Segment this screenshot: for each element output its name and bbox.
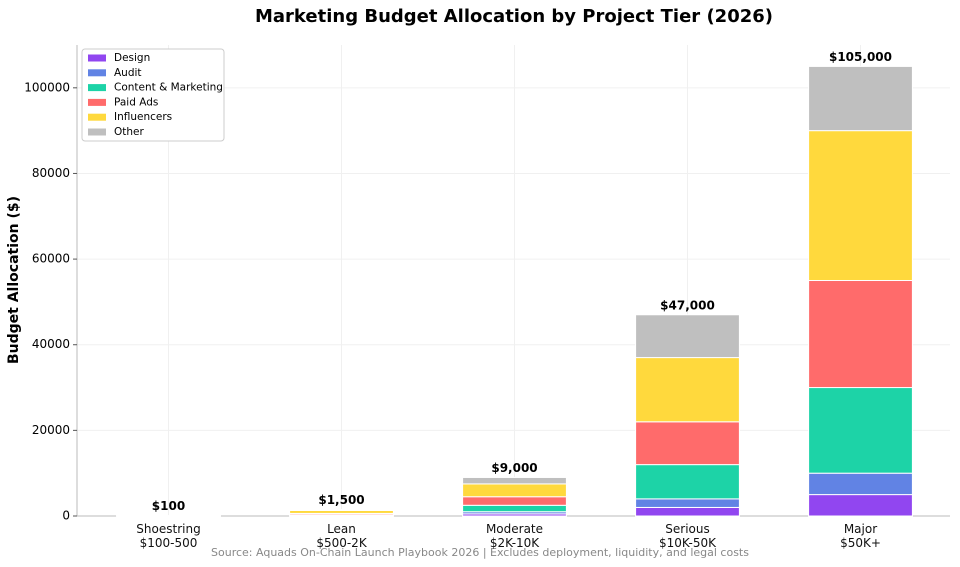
bar-segment <box>635 314 740 359</box>
y-tick-label: 0 <box>62 509 70 523</box>
bar-segment <box>289 509 394 511</box>
total-label: $47,000 <box>660 298 715 312</box>
bar-segment <box>635 464 740 500</box>
bar-segment <box>635 357 740 423</box>
bar-segment <box>808 494 913 517</box>
bar-segment <box>462 476 567 485</box>
y-tick-label: 80000 <box>32 166 70 180</box>
y-tick-label: 20000 <box>32 423 70 437</box>
legend-swatch <box>88 54 106 62</box>
bar-segment <box>808 387 913 474</box>
total-label: $1,500 <box>318 493 364 507</box>
x-tick-label: Lean $500-2K <box>316 522 367 550</box>
y-axis-label: Budget Allocation ($) <box>6 196 22 364</box>
y-tick-label: 100000 <box>24 80 70 94</box>
x-tick-label: Serious $10K-50K <box>659 522 716 550</box>
legend-swatch <box>88 98 106 106</box>
bar-segment <box>635 421 740 466</box>
legend-label: Audit <box>114 67 142 79</box>
legend-label: Paid Ads <box>114 96 158 108</box>
legend-label: Content & Marketing <box>114 82 223 94</box>
y-tick-label: 60000 <box>32 252 70 266</box>
bar-segment <box>462 483 567 498</box>
chart-title: Marketing Budget Allocation by Project T… <box>255 6 773 27</box>
bar-segment <box>808 65 913 132</box>
total-label: $100 <box>152 499 185 513</box>
bar-segment <box>808 130 913 281</box>
legend-swatch <box>88 128 106 136</box>
total-label: $9,000 <box>491 461 537 475</box>
legend-swatch <box>88 69 106 77</box>
bar-segment <box>635 506 740 517</box>
bar-segment <box>462 504 567 513</box>
bar-segment <box>808 472 913 496</box>
legend: Design Audit Content & Marketing Paid Ads In… <box>81 48 225 142</box>
legend-label: Influencers <box>114 111 172 123</box>
x-tick-label: Moderate $2K-10K <box>485 522 544 550</box>
bar-segment <box>462 496 567 506</box>
legend-swatch <box>88 113 106 121</box>
bar-segment <box>635 498 740 508</box>
legend-label: Design <box>114 52 150 64</box>
y-tick-label: 40000 <box>32 337 70 351</box>
total-label: $105,000 <box>829 50 892 64</box>
source-note: Source: Aquads On-Chain Launch Playbook … <box>211 546 749 559</box>
bar-segment <box>808 280 913 389</box>
legend-swatch <box>88 84 106 92</box>
x-tick-label: Major $50K+ <box>840 522 881 550</box>
legend-label: Other <box>114 126 144 138</box>
x-tick-label: Shoestring $100-500 <box>136 522 201 550</box>
legend-box <box>81 48 225 142</box>
